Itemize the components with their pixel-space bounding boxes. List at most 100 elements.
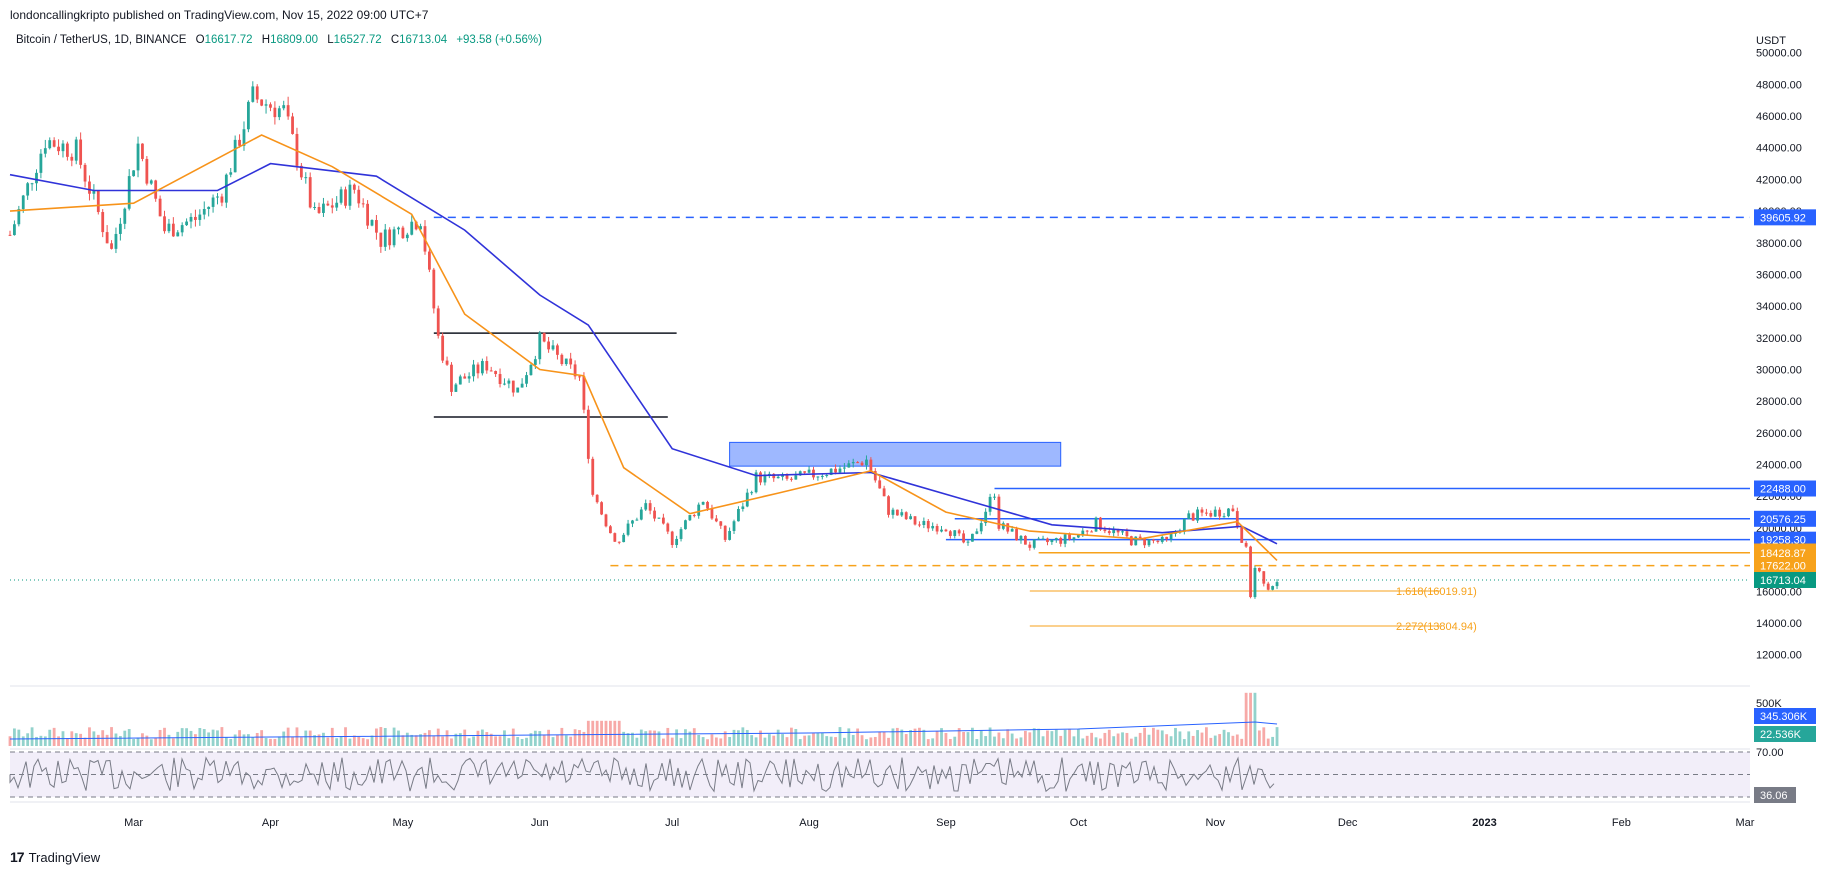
price-tag-17622.00-text: 17622.00 (1760, 561, 1806, 573)
candle-body (154, 180, 158, 199)
candle-body (728, 530, 732, 540)
candle-body (357, 189, 361, 204)
symbol-title[interactable]: Bitcoin / TetherUS, 1D, BINANCE (16, 34, 187, 46)
candle-body (847, 463, 851, 468)
candle-body (410, 221, 414, 235)
candle-body (286, 105, 290, 117)
candle-body (926, 520, 930, 529)
volume-bar (644, 731, 648, 746)
volume-bar (326, 737, 330, 746)
candle-body (719, 521, 723, 526)
candle-body (503, 383, 506, 385)
volume-bar (675, 729, 679, 746)
candle-body (971, 533, 974, 542)
volume-bar (516, 737, 520, 746)
candle-body (233, 139, 237, 173)
candle-body (984, 511, 988, 524)
candle-body (118, 223, 122, 234)
volume-bar (185, 728, 188, 746)
volume-bar (829, 736, 833, 746)
candle-body (88, 181, 91, 194)
candle-body (344, 189, 347, 206)
candle-body (675, 538, 679, 546)
volume-bar (542, 735, 546, 746)
price-tag-39605.92: 39605.92 (1754, 209, 1816, 226)
candle-body (65, 143, 69, 157)
volume-bar (1271, 736, 1275, 746)
candle-body (895, 509, 899, 516)
candle-body (661, 517, 665, 524)
volume-bar (1200, 732, 1204, 746)
candle-body (1015, 529, 1018, 541)
candle-body (299, 165, 303, 178)
volume-bar (1129, 738, 1133, 746)
candle-body (1041, 538, 1045, 540)
volume-bar (282, 731, 286, 746)
volume-axis-label: 500K (1756, 698, 1782, 710)
candle-body (772, 473, 776, 479)
candle-body (1032, 539, 1036, 548)
volume-bar (1240, 738, 1244, 746)
candle-body (533, 359, 537, 365)
candle-body (467, 376, 471, 379)
volume-bar (1152, 727, 1155, 746)
price-tick-label: 28000.00 (1756, 396, 1802, 408)
volume-bar (679, 738, 683, 746)
volume-bar (445, 730, 449, 746)
volume-bar (1046, 730, 1049, 746)
candle-body (904, 512, 908, 520)
candle-body (1244, 542, 1248, 547)
volume-bar (940, 728, 943, 746)
candle-body (516, 387, 520, 393)
candle-body (30, 183, 34, 185)
volume-bar (273, 738, 277, 746)
candle-body (679, 529, 683, 539)
candle-body (308, 177, 312, 208)
volume-bar (1107, 729, 1111, 746)
candle-body (1169, 533, 1173, 539)
candle-body (1160, 536, 1164, 542)
candle-body (684, 520, 687, 530)
candle-body (776, 476, 780, 479)
candle-body (13, 224, 16, 236)
volume-bar (794, 729, 798, 746)
candle-body (763, 474, 767, 483)
volume-bar (869, 737, 873, 746)
volume-bar (617, 720, 621, 746)
candle-body (392, 229, 396, 246)
candle-body (255, 86, 259, 100)
candle-body (269, 104, 272, 108)
date-tick-label: Feb (1612, 817, 1631, 829)
candle-body (167, 223, 171, 232)
date-tick-label: Jun (531, 817, 549, 829)
volume-bar (52, 727, 56, 746)
candle-body (617, 541, 621, 543)
candle-body (670, 531, 674, 546)
tradingview-logo[interactable]: 17 TradingView (10, 849, 100, 865)
volume-bar (1182, 739, 1186, 746)
volume-bar (1068, 729, 1071, 746)
volume-bar (255, 732, 259, 746)
volume-bar (763, 737, 767, 746)
volume-bar (538, 731, 542, 746)
candle-body (922, 520, 926, 526)
candle-body (401, 227, 405, 239)
candle-body (92, 190, 96, 194)
candle-body (988, 496, 992, 512)
volume-bar (388, 738, 392, 746)
volume-bar (790, 727, 793, 746)
candle-body (1125, 531, 1129, 537)
volume-bar (847, 728, 851, 746)
volume-bar (922, 729, 926, 746)
candle-body (1152, 539, 1155, 541)
volume-bar (17, 729, 21, 746)
volume-bar (1213, 735, 1217, 746)
candle-body (759, 472, 762, 483)
volume-bar (242, 734, 246, 746)
candle-body (569, 358, 573, 365)
candle-body (838, 468, 842, 473)
ema-slow-line (9, 162, 1278, 545)
volume-bar (441, 736, 445, 746)
volume-bar (1262, 727, 1266, 746)
